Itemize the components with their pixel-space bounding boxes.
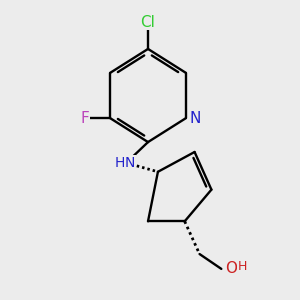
Text: Cl: Cl <box>141 15 155 30</box>
Text: H: H <box>238 260 247 273</box>
Text: F: F <box>80 111 89 126</box>
Text: N: N <box>125 156 135 170</box>
Text: N: N <box>190 111 201 126</box>
Text: O: O <box>225 261 237 276</box>
Text: H: H <box>115 156 125 170</box>
